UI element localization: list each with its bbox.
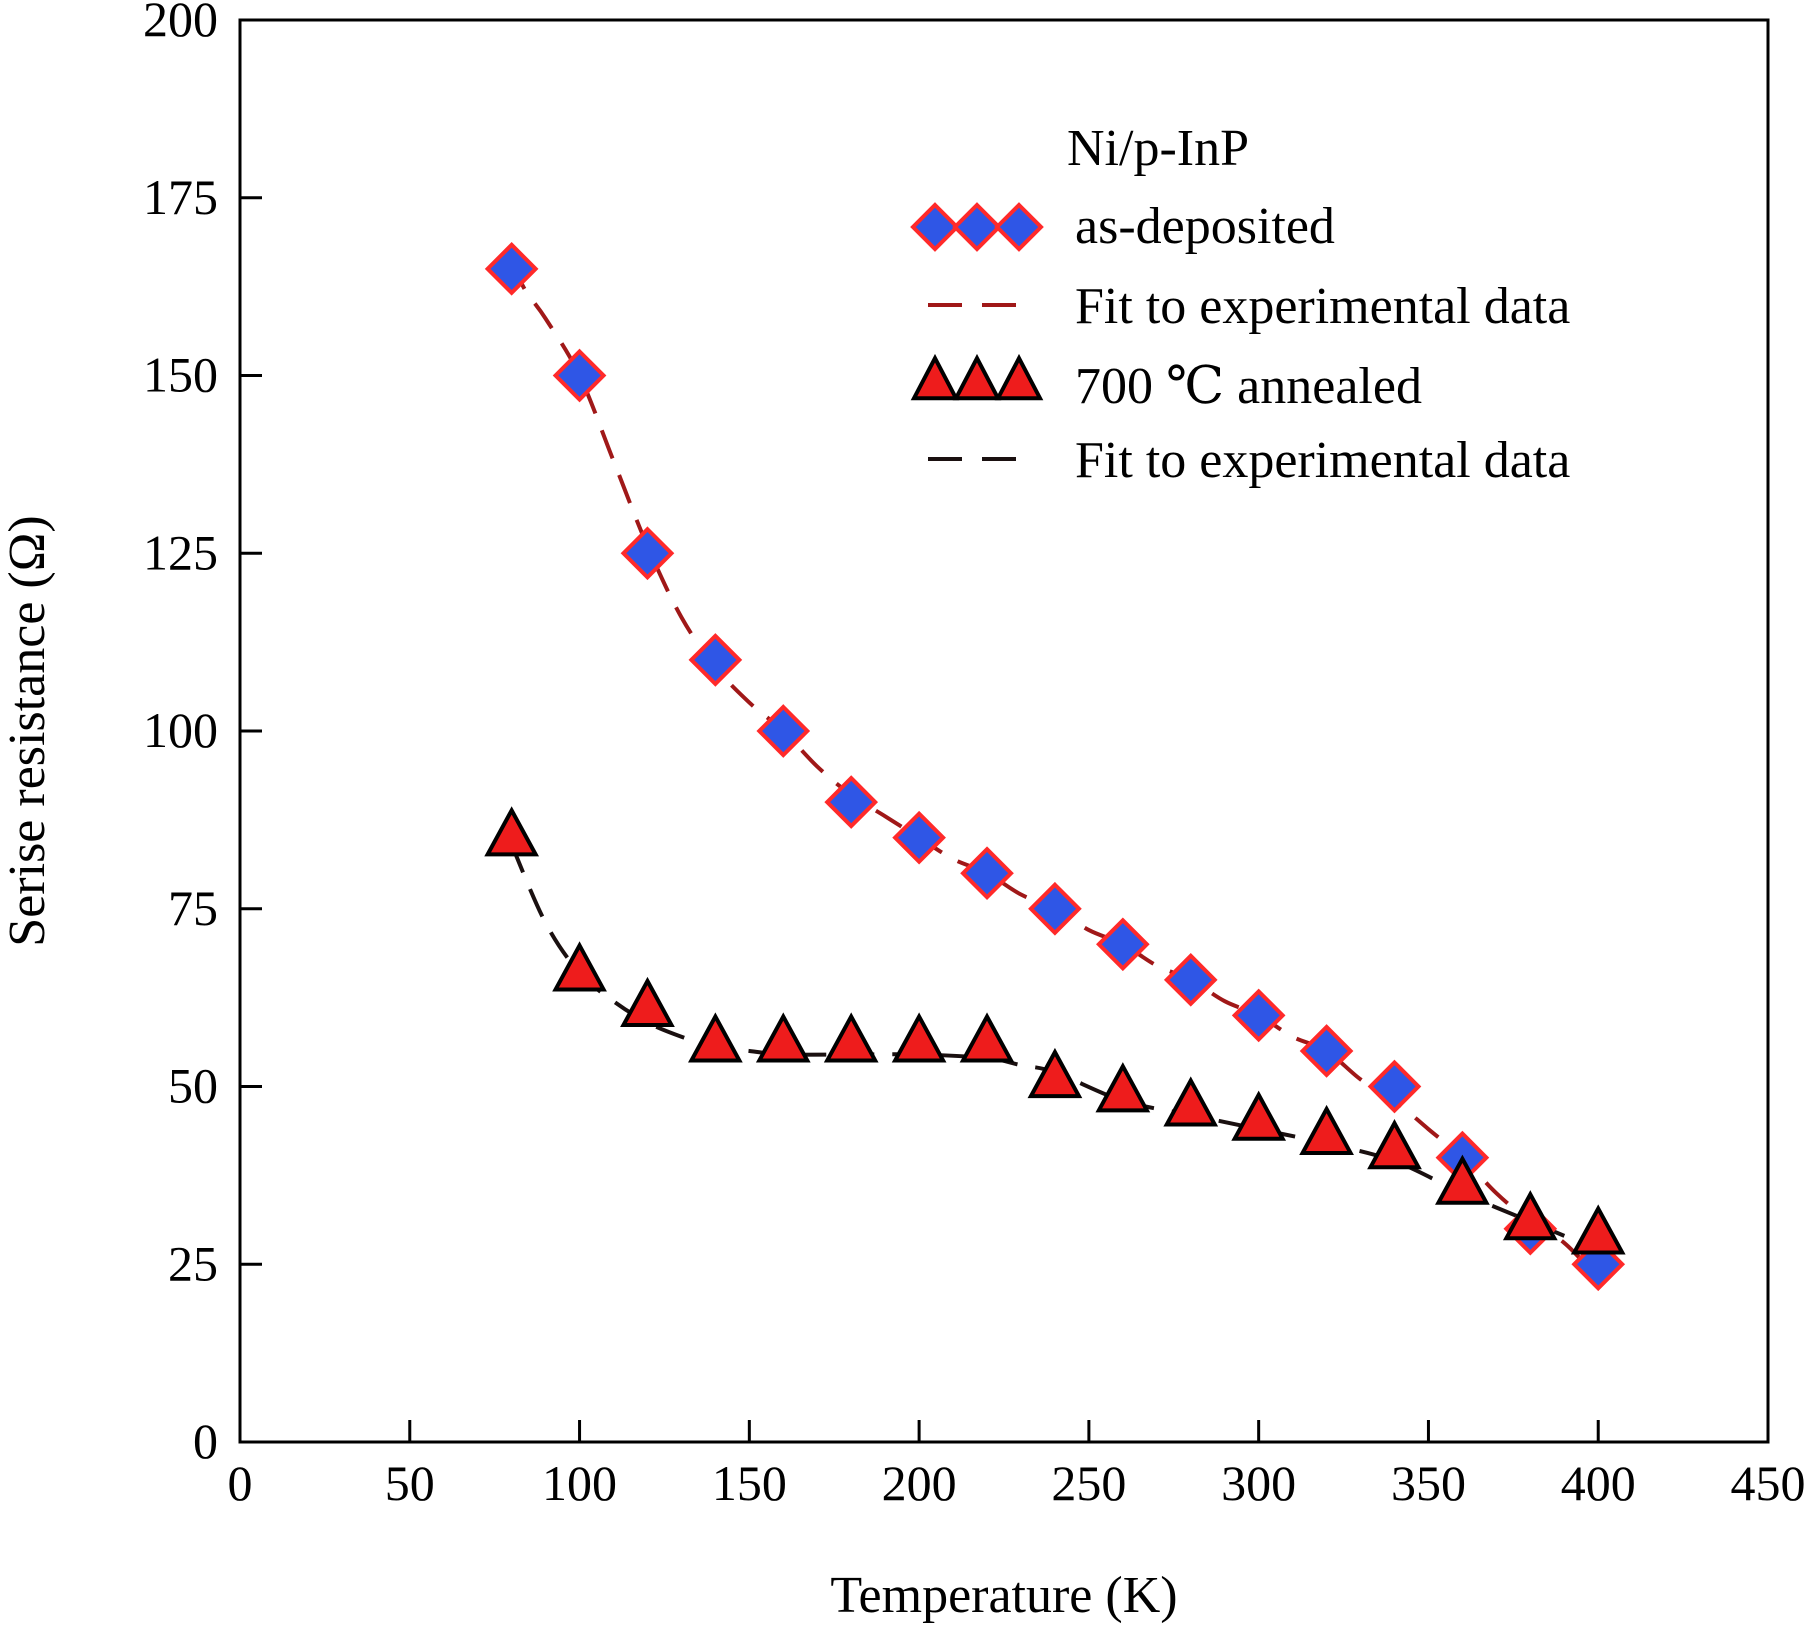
data-point-triangle [1367,1119,1422,1170]
data-point-diamond [1367,1059,1422,1114]
data-point-triangle [1095,1062,1151,1113]
y-tick-label: 0 [193,1413,218,1469]
data-point-triangle [1435,1154,1490,1205]
legend-diamond [910,202,960,252]
y-tick-label: 150 [143,347,218,403]
legend-label-as-deposited: as-deposited [1075,198,1335,255]
x-tick-label: 350 [1391,1455,1466,1511]
x-tick-label: 300 [1221,1455,1296,1511]
data-point-diamond [688,633,743,687]
axis-ticks: 0 50 100 150 200 250 300 350 400 450 0 25 50 75 100 125… [143,0,1806,1511]
data-point-diamond [620,526,675,581]
x-tick-label: 100 [542,1455,617,1511]
legend-diamond [994,202,1044,252]
data-point-diamond [1163,953,1218,1007]
data-point-diamond [552,348,607,403]
data-point-triangle [823,1012,879,1063]
data-point-triangle [552,941,607,992]
data-point-triangle [1231,1090,1287,1141]
fit-curves [509,260,1600,1280]
legend-title: Ni/p-InP [1067,120,1249,177]
data-point-triangle [1570,1204,1626,1255]
data-point-diamond [1231,988,1286,1043]
data-point-triangle [1027,1047,1083,1099]
x-tick-label: 450 [1731,1455,1806,1511]
data-point-triangle [891,1012,947,1063]
data-point-triangle [1163,1076,1219,1127]
data-point-diamond [756,704,811,758]
data-point-diamond [960,846,1014,901]
legend-diamond [952,202,1002,252]
data-point-diamond [1096,917,1150,972]
x-axis-label: Temperature (K) [830,1567,1177,1624]
data-point-diamond [824,775,879,829]
legend-triangle [910,353,960,401]
x-tick-label: 250 [1051,1455,1126,1511]
data-point-triangle [1502,1190,1558,1241]
legend-symbol-as-deposited [910,202,1044,252]
data-point-triangle [620,976,675,1028]
legend-triangle [952,353,1002,401]
x-tick-label: 200 [882,1455,957,1511]
y-tick-label: 75 [168,880,218,936]
data-point-diamond [1299,1024,1354,1078]
data-point-triangle [1299,1104,1354,1155]
legend-triangle [994,353,1044,401]
legend: Ni/p-InP as-deposited Fit to experimenta… [910,120,1570,489]
data-point-triangle [755,1012,811,1063]
y-axis-label: Serise resistance (Ω) [0,515,56,946]
x-tick-label: 50 [385,1455,435,1511]
y-tick-label: 200 [143,0,218,47]
y-tick-label: 100 [143,702,218,758]
y-tick-label: 125 [143,524,218,580]
data-point-triangle [688,1012,743,1063]
data-point-diamond [484,242,539,296]
legend-label-annealed: 700 ℃ annealed [1075,358,1422,415]
data-point-diamond [892,810,946,865]
data-point-diamond [1028,881,1082,936]
y-tick-label: 25 [168,1235,218,1291]
x-tick-label: 400 [1561,1455,1636,1511]
x-tick-label: 0 [228,1455,253,1511]
y-tick-label: 50 [168,1058,218,1114]
data-markers [484,242,1626,1292]
legend-symbol-annealed [910,353,1044,401]
legend-label-fit-red: Fit to experimental data [1075,278,1570,335]
legend-label-fit-black: Fit to experimental data [1075,432,1570,489]
fit-curve [509,260,1600,1280]
y-tick-label: 175 [143,169,218,225]
data-point-triangle [959,1012,1015,1063]
x-tick-label: 150 [712,1455,787,1511]
data-point-triangle [484,806,540,857]
